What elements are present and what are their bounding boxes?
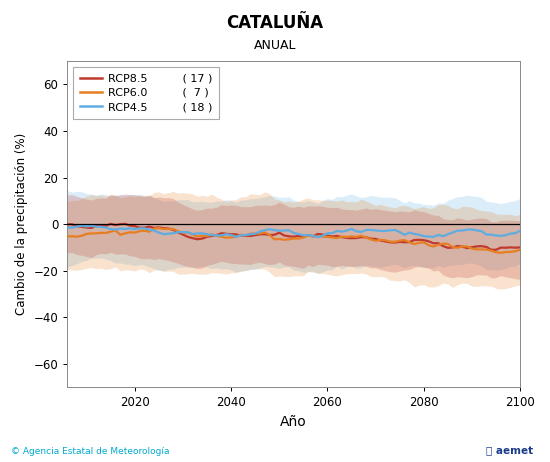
Text: ⓘ aemet: ⓘ aemet: [486, 446, 534, 456]
Text: ANUAL: ANUAL: [254, 39, 296, 52]
Legend: RCP8.5          ( 17 ), RCP6.0          (  7 ), RCP4.5          ( 18 ): RCP8.5 ( 17 ), RCP6.0 ( 7 ), RCP4.5 ( 18…: [73, 67, 219, 119]
Text: © Agencia Estatal de Meteorología: © Agencia Estatal de Meteorología: [11, 448, 169, 456]
Text: CATALUÑA: CATALUÑA: [227, 14, 323, 32]
X-axis label: Año: Año: [280, 414, 307, 429]
Y-axis label: Cambio de la precipitación (%): Cambio de la precipitación (%): [15, 133, 28, 315]
